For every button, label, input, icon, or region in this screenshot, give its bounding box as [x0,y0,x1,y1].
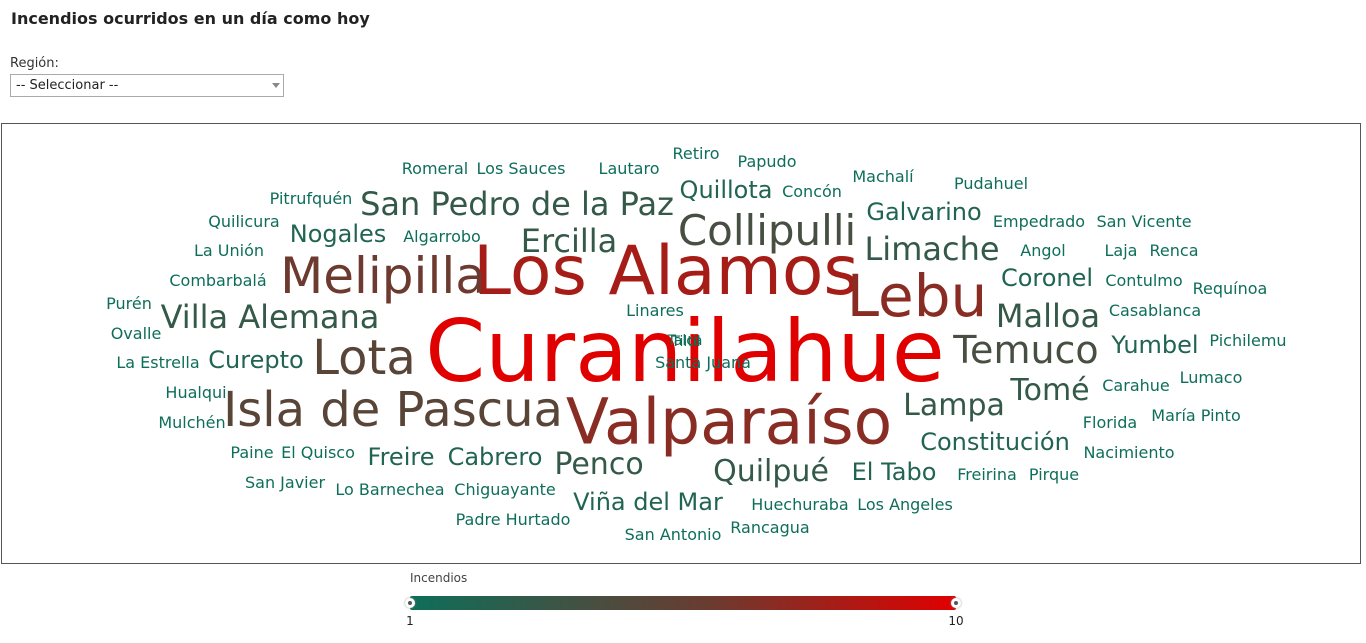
word-collipulli[interactable]: Collipulli [677,206,857,255]
legend-color-bar [410,596,956,610]
word-laja[interactable]: Laja [1104,241,1138,260]
word-lumaco[interactable]: Lumaco [1179,368,1243,387]
word-isla-de-pascua[interactable]: Isla de Pascua [223,382,563,438]
word-pudahuel[interactable]: Pudahuel [953,174,1029,193]
legend-title: Incendios [410,571,468,585]
word-algarrobo[interactable]: Algarrobo [403,227,481,246]
word-machalí[interactable]: Machalí [852,167,914,186]
word-renca[interactable]: Renca [1149,241,1199,260]
word-hualqui[interactable]: Hualqui [165,383,227,402]
word-galvarino[interactable]: Galvarino [866,198,982,226]
word-quilicura[interactable]: Quilicura [208,212,280,231]
word-el-tabo[interactable]: El Tabo [851,458,937,486]
legend-max-label: 10 [948,614,964,628]
word-ovalle[interactable]: Ovalle [110,324,162,343]
word-cloud: Curanilahue Los Alamos Valparaíso Lebu Melip… [1,123,1361,564]
word-paine[interactable]: Paine [230,443,274,462]
word-penco[interactable]: Penco [554,447,644,482]
word-coronel[interactable]: Coronel [1000,264,1094,292]
word-lota[interactable]: Lota [312,330,416,386]
word-melipilla[interactable]: Melipilla [280,247,486,305]
word-freirina[interactable]: Freirina [957,465,1017,484]
word-requínoa[interactable]: Requínoa [1192,279,1268,298]
legend-max-handle[interactable] [951,598,961,608]
word-san-antonio[interactable]: San Antonio [624,525,722,544]
word-villa-alemana[interactable]: Villa Alemana [160,298,380,336]
region-label: Región: [10,56,59,71]
word-viña-del-mar[interactable]: Viña del Mar [573,488,723,516]
word-lampa[interactable]: Lampa [903,388,1005,423]
word-tomé[interactable]: Tomé [1010,373,1090,408]
word-freire[interactable]: Freire [367,443,435,471]
word-el-quisco[interactable]: El Quisco [281,443,355,462]
word-lautaro[interactable]: Lautaro [598,159,660,178]
word-los-sauces[interactable]: Los Sauces [476,159,566,178]
word-pirque[interactable]: Pirque [1028,465,1080,484]
legend-min-label: 1 [406,614,414,628]
word-chiguayante[interactable]: Chiguayante [454,480,556,499]
word-tiltil[interactable]: Tiltil [671,334,701,350]
word-quillota[interactable]: Quillota [679,176,773,204]
word-curanilahue[interactable]: Curanilahue [425,302,945,402]
word-rancagua[interactable]: Rancagua [730,518,810,537]
word-linares[interactable]: Linares [626,301,684,320]
word-nogales[interactable]: Nogales [289,220,387,248]
word-constitución[interactable]: Constitución [920,428,1070,456]
word-yumbel[interactable]: Yumbel [1111,331,1199,359]
word-ercilla[interactable]: Ercilla [520,222,618,260]
word-angol[interactable]: Angol [1020,241,1066,260]
word-san-vicente[interactable]: San Vicente [1096,212,1192,231]
word-combarbalá[interactable]: Combarbalá [169,271,267,290]
word-los-alamos[interactable]: Los Alamos [473,232,859,311]
word-florida[interactable]: Florida [1082,413,1138,432]
word-quilpué[interactable]: Quilpué [713,454,829,489]
word-malloa[interactable]: Malloa [995,297,1101,335]
word-romeral[interactable]: Romeral [401,159,469,178]
word-san-javier[interactable]: San Javier [244,473,326,492]
word-empedrado[interactable]: Empedrado [992,212,1086,231]
word-san-pedro-de-la-paz[interactable]: San Pedro de la Paz [360,185,674,223]
word-talca[interactable]: Talca [667,333,703,349]
word-maría-pinto[interactable]: María Pinto [1151,406,1241,425]
word-la-unión[interactable]: La Unión [193,241,265,260]
word-purén[interactable]: Purén [106,294,152,313]
word-santa-juana[interactable]: Santa Juana [655,353,751,372]
word-contulmo[interactable]: Contulmo [1105,271,1183,290]
word-la-estrella[interactable]: La Estrella [116,353,200,372]
word-curepto[interactable]: Curepto [208,346,304,374]
word-nacimiento[interactable]: Nacimiento [1083,443,1175,462]
word-carahue[interactable]: Carahue [1102,376,1170,395]
word-concón[interactable]: Concón [782,182,842,201]
word-retiro[interactable]: Retiro [672,144,720,163]
word-lebu[interactable]: Lebu [846,262,988,330]
word-lo-barnechea[interactable]: Lo Barnechea [335,480,445,499]
word-padre-hurtado[interactable]: Padre Hurtado [455,510,571,529]
page-title: Incendios ocurridos en un día como hoy [11,9,370,28]
word-temuco[interactable]: Temuco [953,328,1099,372]
word-los-angeles[interactable]: Los Angeles [857,495,953,514]
word-pichilemu[interactable]: Pichilemu [1209,331,1287,350]
word-limache[interactable]: Limache [864,230,1000,268]
word-papudo[interactable]: Papudo [737,152,797,171]
region-select[interactable]: -- Seleccionar -- [10,74,284,97]
word-mulchén[interactable]: Mulchén [158,413,226,432]
legend-min-handle[interactable] [405,598,415,608]
word-casablanca[interactable]: Casablanca [1108,301,1202,320]
word-pitrufquén[interactable]: Pitrufquén [269,189,353,208]
word-cabrero[interactable]: Cabrero [447,443,543,471]
word-huechuraba[interactable]: Huechuraba [751,495,849,514]
word-valparaíso[interactable]: Valparaíso [565,385,893,459]
